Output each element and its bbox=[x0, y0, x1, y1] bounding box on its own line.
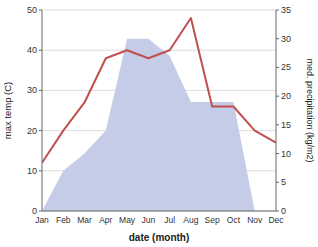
x-axis-line bbox=[42, 211, 276, 212]
plot-area bbox=[42, 18, 276, 211]
y2-tick-label: 10 bbox=[281, 149, 291, 159]
x-tick-label: Oct bbox=[227, 215, 241, 225]
y-tick-label: 10 bbox=[27, 166, 37, 176]
y2-tick-label: 35 bbox=[281, 5, 291, 15]
y2-tick bbox=[276, 211, 279, 212]
x-tick-label: Jan bbox=[35, 215, 49, 225]
y2-tick-label: 5 bbox=[281, 177, 286, 187]
x-tick-label: Jun bbox=[142, 215, 156, 225]
y-tick-label: 50 bbox=[27, 5, 37, 15]
y2-tick bbox=[276, 96, 279, 97]
x-axis-title: date (month) bbox=[129, 232, 190, 243]
x-tick-label: Jul bbox=[164, 215, 175, 225]
x-tick-label: Feb bbox=[56, 215, 71, 225]
y2-tick-label: 20 bbox=[281, 91, 291, 101]
y2-tick-label: 15 bbox=[281, 120, 291, 130]
temperature-line bbox=[42, 18, 276, 163]
y-tick bbox=[39, 130, 42, 131]
y-tick-label: 40 bbox=[27, 45, 37, 55]
y2-tick bbox=[276, 67, 279, 68]
grid-line bbox=[42, 211, 276, 212]
y2-tick bbox=[276, 182, 279, 183]
y2-tick-label: 30 bbox=[281, 34, 291, 44]
x-tick-label: Dec bbox=[268, 215, 284, 225]
y2-tick bbox=[276, 124, 279, 125]
x-tick-label: Aug bbox=[183, 215, 198, 225]
x-tick-label: Nov bbox=[247, 215, 263, 225]
y-tick bbox=[39, 211, 42, 212]
y-tick-label: 20 bbox=[27, 126, 37, 136]
y2-axis-line bbox=[276, 10, 277, 211]
x-tick-label: Apr bbox=[99, 215, 112, 225]
y-tick bbox=[39, 50, 42, 51]
y-tick-label: 30 bbox=[27, 85, 37, 95]
y-tick bbox=[39, 170, 42, 171]
y-axis-line bbox=[42, 10, 43, 211]
x-tick-label: May bbox=[119, 215, 136, 225]
x-tick-label: Sep bbox=[205, 215, 220, 225]
y-axis-title: max temp (C) bbox=[2, 82, 13, 140]
y2-tick-label: 25 bbox=[281, 62, 291, 72]
y2-tick bbox=[276, 10, 279, 11]
grid-line bbox=[42, 10, 276, 11]
y-tick bbox=[39, 90, 42, 91]
y2-tick bbox=[276, 38, 279, 39]
y2-tick bbox=[276, 153, 279, 154]
y2-axis-title: med. precipitation (kg/m2) bbox=[305, 58, 315, 162]
y-tick bbox=[39, 10, 42, 11]
x-tick-label: Mar bbox=[77, 215, 92, 225]
chart: 0102030405005101520253035JanFebMarAprMay… bbox=[0, 0, 318, 247]
precipitation-area bbox=[42, 39, 276, 211]
